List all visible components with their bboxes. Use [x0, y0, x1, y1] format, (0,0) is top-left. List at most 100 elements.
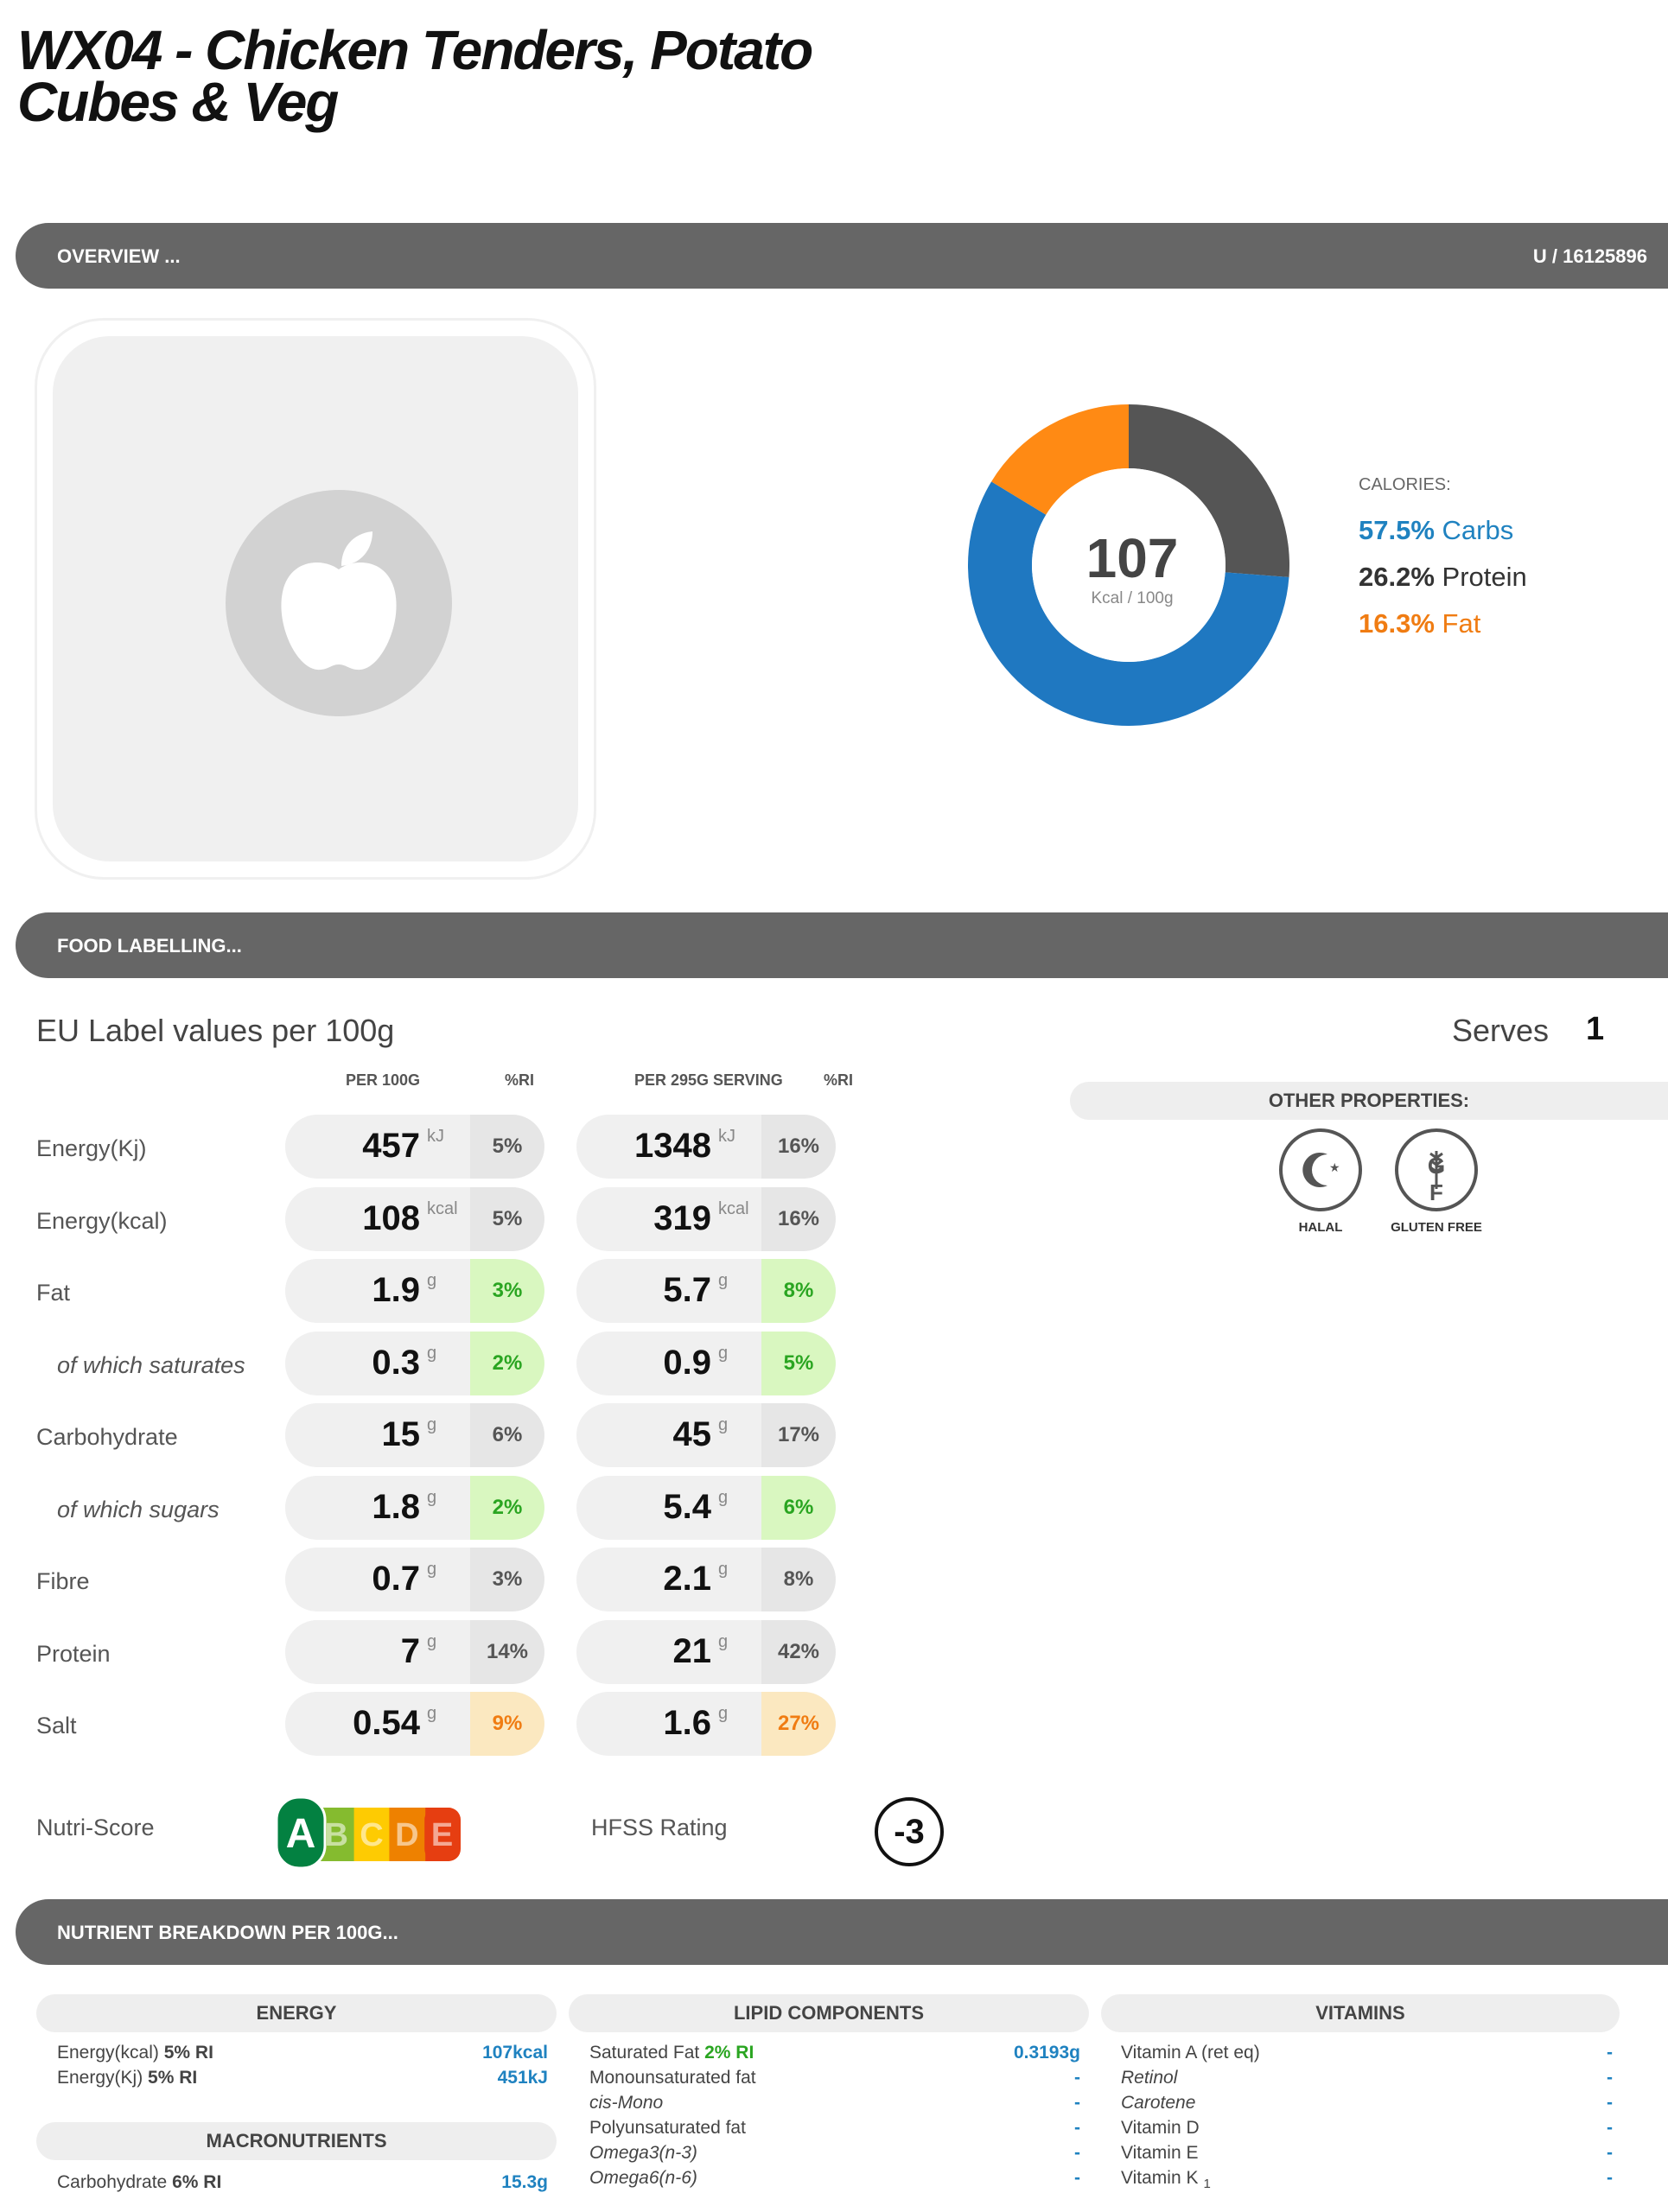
- nutrient-value-pill-serving: 2.1 g 8%: [576, 1548, 836, 1611]
- nutrient-unit: g: [718, 1415, 729, 1434]
- calories-donut-chart: 107 Kcal / 100g: [968, 404, 1289, 726]
- nutrient-value: 45: [672, 1415, 712, 1453]
- breakdown-value: 451kJ: [497, 2068, 548, 2088]
- breakdown-value: 15.3g: [501, 2172, 548, 2192]
- breakdown-ri: 2% RI: [704, 2043, 754, 2063]
- nutrient-value: 1.9: [372, 1271, 420, 1309]
- nutrient-value: 0.7: [372, 1560, 420, 1598]
- nutrient-value-pill-per100: 108 kcal 5%: [285, 1186, 544, 1251]
- col-header-perserving: PER 295G SERVING: [634, 1071, 783, 1089]
- svg-text:★: ★: [1329, 1161, 1340, 1175]
- breakdown-value: -: [1607, 2043, 1613, 2063]
- nutrient-value-pill-serving: 21 g 42%: [576, 1619, 836, 1684]
- nutrient-value: 21: [672, 1631, 712, 1670]
- legend-pct: 16.3%: [1359, 608, 1435, 639]
- nutri-score-label: Nutri-Score: [36, 1815, 155, 1840]
- calories-legend-carbs: 57.5% Carbs: [1359, 515, 1513, 546]
- nutrient-row-label: Energy(kcal): [36, 1207, 168, 1234]
- nutri-score-segment: [389, 1808, 426, 1861]
- nutrient-value: 319: [653, 1198, 711, 1237]
- halal-icon: ★: [1279, 1128, 1362, 1211]
- legend-pct: 57.5%: [1359, 515, 1435, 545]
- breakdown-name: Saturated Fat: [589, 2043, 700, 2063]
- breakdown-value: -: [1607, 2168, 1613, 2188]
- nutrient-unit: kJ: [427, 1127, 444, 1146]
- breakdown-line-lipid: Monounsaturated fat: [589, 2068, 756, 2088]
- nutrient-ri: 8%: [761, 1548, 836, 1611]
- breakdown-subscript: 1: [1203, 2177, 1211, 2192]
- food-labelling-section-bar[interactable]: FOOD LABELLING...: [16, 912, 1668, 978]
- donut-center-value: 107: [1086, 527, 1179, 589]
- nutrient-unit: g: [427, 1343, 437, 1363]
- nutrient-row-label: of which saturates: [57, 1351, 245, 1378]
- gluten-free-icon: G F: [1395, 1128, 1478, 1211]
- nutrient-value: 2.1: [663, 1560, 711, 1598]
- nutri-score-letter: D: [395, 1817, 418, 1853]
- gluten-free-glyph: G F: [1427, 1153, 1465, 1205]
- breakdown-value: -: [1607, 2093, 1613, 2113]
- gluten-free-label: GLUTEN FREE: [1391, 1220, 1482, 1235]
- nutrient-unit: kcal: [427, 1198, 458, 1218]
- nutrient-unit: g: [718, 1343, 729, 1363]
- nutrient-value: 1.6: [663, 1704, 711, 1742]
- breakdown-name: Vitamin D: [1121, 2118, 1200, 2138]
- nutrient-value: 5.4: [663, 1487, 711, 1526]
- breakdown-value: -: [1074, 2118, 1080, 2138]
- nutrient-unit: g: [718, 1704, 729, 1723]
- nutrient-breakdown-section-bar[interactable]: NUTRIENT BREAKDOWN PER 100G...: [16, 1899, 1668, 1965]
- nutrient-unit: g: [427, 1487, 437, 1507]
- nutrient-value-pill-per100: 0.54 g 9%: [285, 1692, 544, 1756]
- breakdown-line-lipid: Omega6(n-6): [589, 2168, 697, 2189]
- nutrient-value: 7: [400, 1631, 420, 1670]
- breakdown-line-vitamins: Vitamin K 1: [1121, 2168, 1211, 2191]
- breakdown-ri: 6% RI: [172, 2172, 222, 2192]
- nutrient-value-pill-per100: 7 g 14%: [285, 1619, 544, 1684]
- breakdown-value: -: [1074, 2093, 1080, 2113]
- nutrient-ri: 17%: [761, 1403, 836, 1467]
- breakdown-value: -: [1607, 2068, 1613, 2088]
- nutrient-ri: 2%: [470, 1475, 544, 1540]
- nutrient-unit: g: [427, 1271, 437, 1290]
- nutrient-row-label: Salt: [36, 1713, 77, 1738]
- nutrient-value: 1348: [634, 1127, 711, 1165]
- nutrient-value-pill-serving: 1348 kJ 16%: [576, 1115, 836, 1179]
- breakdown-name: Vitamin E: [1121, 2143, 1199, 2163]
- nutri-score-segment: [424, 1808, 461, 1861]
- calories-legend-fat: 16.3% Fat: [1359, 608, 1480, 639]
- hfss-label: HFSS Rating: [591, 1815, 728, 1840]
- nutrient-unit: g: [427, 1415, 437, 1434]
- overview-section-bar[interactable]: OVERVIEW ... U / 16125896: [16, 223, 1668, 289]
- eu-label-title: EU Label values per 100g: [36, 1013, 395, 1048]
- breakdown-line-lipid: Saturated Fat 2% RI: [589, 2043, 754, 2063]
- nutrient-ri: 42%: [761, 1619, 836, 1684]
- nutrient-unit: g: [427, 1704, 437, 1723]
- vitamins-heading: VITAMINS: [1101, 1994, 1620, 2032]
- product-code: U / 16125896: [1532, 245, 1647, 267]
- breakdown-line-energy: Energy(Kj) 5% RI: [57, 2068, 197, 2088]
- breakdown-line-energy: Energy(kcal) 5% RI: [57, 2043, 213, 2063]
- nutrient-value: 0.9: [663, 1343, 711, 1382]
- other-properties-heading: OTHER PROPERTIES:: [1070, 1082, 1668, 1120]
- breakdown-value: -: [1607, 2143, 1613, 2163]
- breakdown-line-vitamins: Carotene: [1121, 2093, 1195, 2113]
- nutrient-ri: 2%: [470, 1331, 544, 1395]
- breakdown-name: Omega3(n-3): [589, 2143, 697, 2163]
- breakdown-name: Carbohydrate: [57, 2172, 168, 2192]
- breakdown-line-lipid: cis-Mono: [589, 2093, 663, 2113]
- nutrient-ri: 3%: [470, 1548, 544, 1611]
- legend-pct: 26.2%: [1359, 562, 1435, 592]
- breakdown-name: Vitamin K: [1121, 2168, 1199, 2188]
- nutri-score-letter: A: [286, 1811, 316, 1857]
- breakdown-name: Polyunsaturated fat: [589, 2118, 746, 2138]
- apple-icon: [226, 490, 452, 716]
- nutrient-unit: kcal: [718, 1198, 749, 1218]
- breakdown-line-vitamins: Vitamin A (ret eq): [1121, 2043, 1260, 2063]
- energy-heading: ENERGY: [36, 1994, 557, 2032]
- nutrient-row-label: of which sugars: [57, 1496, 220, 1522]
- macronutrients-heading: MACRONUTRIENTS: [36, 2122, 557, 2160]
- breakdown-name: Energy(Kj): [57, 2068, 143, 2088]
- col-header-ri2: %RI: [824, 1071, 854, 1089]
- nutri-score-letter: C: [360, 1817, 383, 1853]
- calories-legend-protein: 26.2% Protein: [1359, 562, 1527, 593]
- nutrient-ri: 8%: [761, 1259, 836, 1323]
